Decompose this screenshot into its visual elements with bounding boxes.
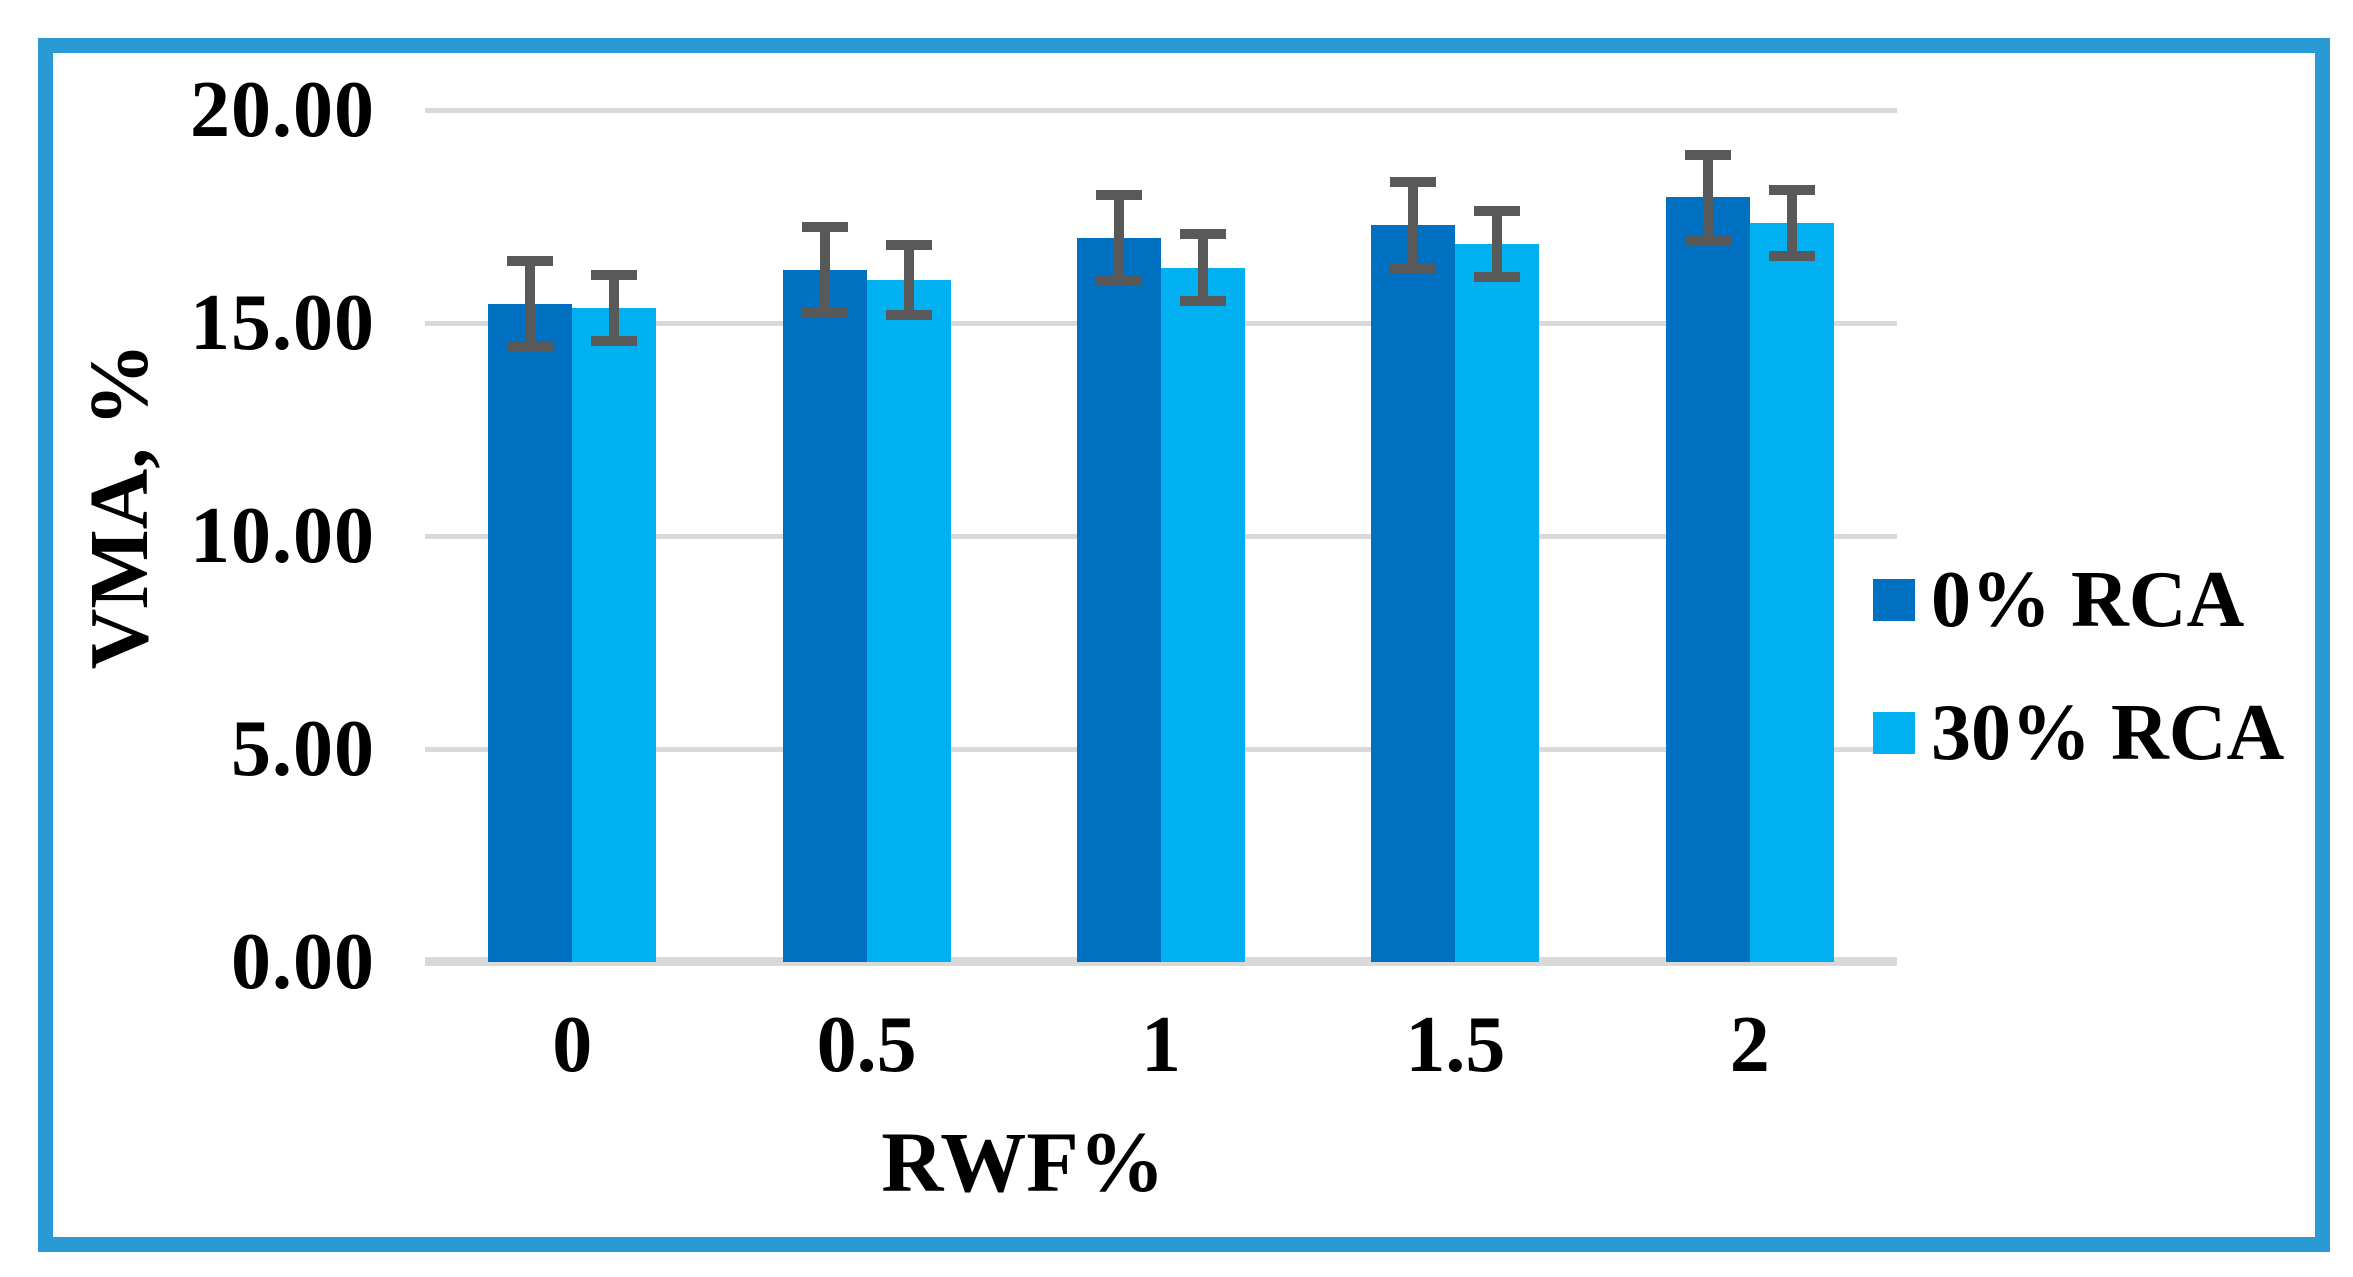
- error-bar-30pct-rca-rwf-1-cap-bottom: [1180, 295, 1226, 306]
- error-bar-0pct-rca-rwf-2-cap-bottom: [1684, 234, 1731, 245]
- error-bar-30pct-rca-rwf-0.5-cap-top: [885, 240, 932, 251]
- legend-label-30pct-rca: 30% RCA: [1931, 689, 2285, 777]
- bar-0pct-rca-rwf-0.5: [782, 269, 867, 962]
- error-bar-0pct-rca-rwf-1-cap-bottom: [1096, 275, 1142, 286]
- bar-30pct-rca-rwf-0.5: [866, 280, 951, 962]
- x-tick-label-0: 0: [552, 1001, 593, 1089]
- legend-swatch-0pct-rca: [1873, 579, 1915, 621]
- error-bar-0pct-rca-rwf-1.5-cap-top: [1390, 177, 1437, 188]
- y-tick-label-10.00: 10.00: [190, 492, 375, 580]
- error-bar-0pct-rca-rwf-1-cap-top: [1096, 190, 1142, 201]
- error-bar-30pct-rca-rwf-0-cap-bottom: [591, 336, 638, 347]
- y-tick-label-15.00: 15.00: [190, 279, 375, 367]
- y-tick-label-0.00: 0.00: [231, 918, 375, 1006]
- error-bar-30pct-rca-rwf-1-line: [1198, 234, 1208, 301]
- error-bar-30pct-rca-rwf-0.5-cap-bottom: [885, 310, 932, 321]
- error-bar-30pct-rca-rwf-1.5-line: [1492, 210, 1503, 278]
- x-tick-label-1: 1: [1141, 1001, 1181, 1089]
- error-bar-0pct-rca-rwf-0.5-line: [819, 227, 830, 313]
- legend-item-30pct-rca: 30% RCA: [1873, 691, 2284, 775]
- bar-30pct-rca-rwf-1: [1161, 267, 1245, 962]
- legend-label-0pct-rca: 0% RCA: [1931, 556, 2245, 644]
- gridline-20.00: [425, 108, 1897, 113]
- bar-0pct-rca-rwf-0: [488, 303, 573, 962]
- bar-30pct-rca-rwf-1.5: [1455, 244, 1540, 962]
- error-bar-30pct-rca-rwf-0-line: [609, 274, 620, 342]
- error-bar-0pct-rca-rwf-1-line: [1114, 195, 1124, 281]
- error-bar-0pct-rca-rwf-0.5-cap-top: [801, 222, 848, 233]
- y-tick-label-5.00: 5.00: [231, 705, 375, 793]
- bar-0pct-rca-rwf-1.5: [1371, 225, 1456, 962]
- error-bar-0pct-rca-rwf-2-cap-top: [1684, 149, 1731, 160]
- bar-0pct-rca-rwf-1: [1077, 237, 1161, 962]
- error-bar-30pct-rca-rwf-0.5-line: [903, 245, 914, 316]
- error-bar-0pct-rca-rwf-0.5-cap-bottom: [801, 307, 848, 318]
- bar-30pct-rca-rwf-2: [1749, 222, 1834, 962]
- y-axis-title: VMA, %: [73, 342, 166, 670]
- bar-0pct-rca-rwf-2: [1665, 197, 1750, 962]
- figure-border: [38, 38, 2330, 1252]
- x-axis-title: RWF%: [881, 1114, 1165, 1210]
- error-bar-0pct-rca-rwf-0-line: [525, 261, 536, 347]
- error-bar-30pct-rca-rwf-2-cap-bottom: [1768, 251, 1815, 262]
- error-bar-30pct-rca-rwf-0-cap-top: [591, 269, 638, 280]
- error-bar-0pct-rca-rwf-0-cap-bottom: [507, 341, 554, 352]
- y-tick-label-20.00: 20.00: [190, 66, 375, 154]
- error-bar-30pct-rca-rwf-2-cap-top: [1768, 184, 1815, 195]
- bar-30pct-rca-rwf-0: [572, 308, 657, 962]
- legend: 0% RCA 30% RCA: [1873, 558, 2284, 775]
- error-bar-0pct-rca-rwf-1.5-line: [1408, 182, 1419, 268]
- legend-item-0pct-rca: 0% RCA: [1873, 558, 2284, 642]
- x-tick-label-0.5: 0.5: [816, 1001, 917, 1089]
- error-bar-0pct-rca-rwf-2-line: [1702, 154, 1713, 240]
- x-tick-label-1.5: 1.5: [1405, 1001, 1506, 1089]
- error-bar-0pct-rca-rwf-1.5-cap-bottom: [1390, 262, 1437, 273]
- error-bar-30pct-rca-rwf-2-line: [1786, 189, 1797, 257]
- legend-swatch-30pct-rca: [1873, 712, 1915, 754]
- error-bar-30pct-rca-rwf-1.5-cap-top: [1474, 205, 1521, 216]
- x-tick-label-2: 2: [1729, 1001, 1770, 1089]
- error-bar-30pct-rca-rwf-1-cap-top: [1180, 229, 1226, 240]
- error-bar-0pct-rca-rwf-0-cap-top: [507, 256, 554, 267]
- error-bar-30pct-rca-rwf-1.5-cap-bottom: [1474, 272, 1521, 283]
